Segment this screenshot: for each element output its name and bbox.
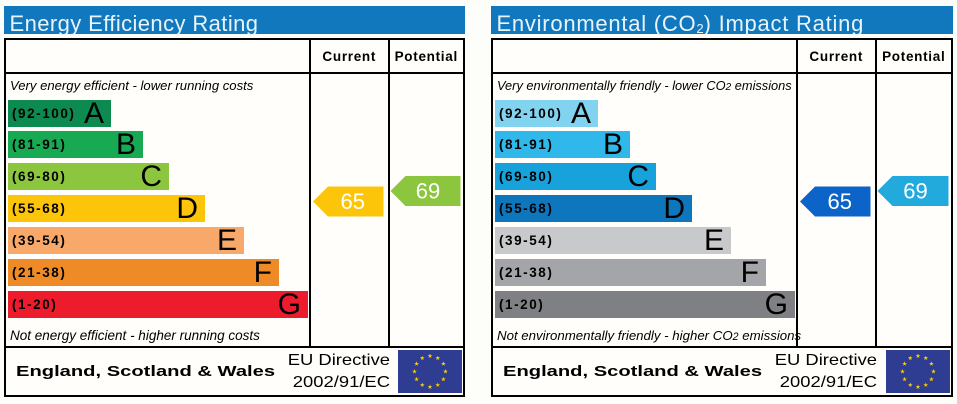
svg-text:65: 65 — [341, 189, 365, 214]
svg-text:69: 69 — [416, 179, 440, 204]
svg-text:69: 69 — [903, 179, 927, 204]
svg-text:65: 65 — [828, 189, 852, 214]
